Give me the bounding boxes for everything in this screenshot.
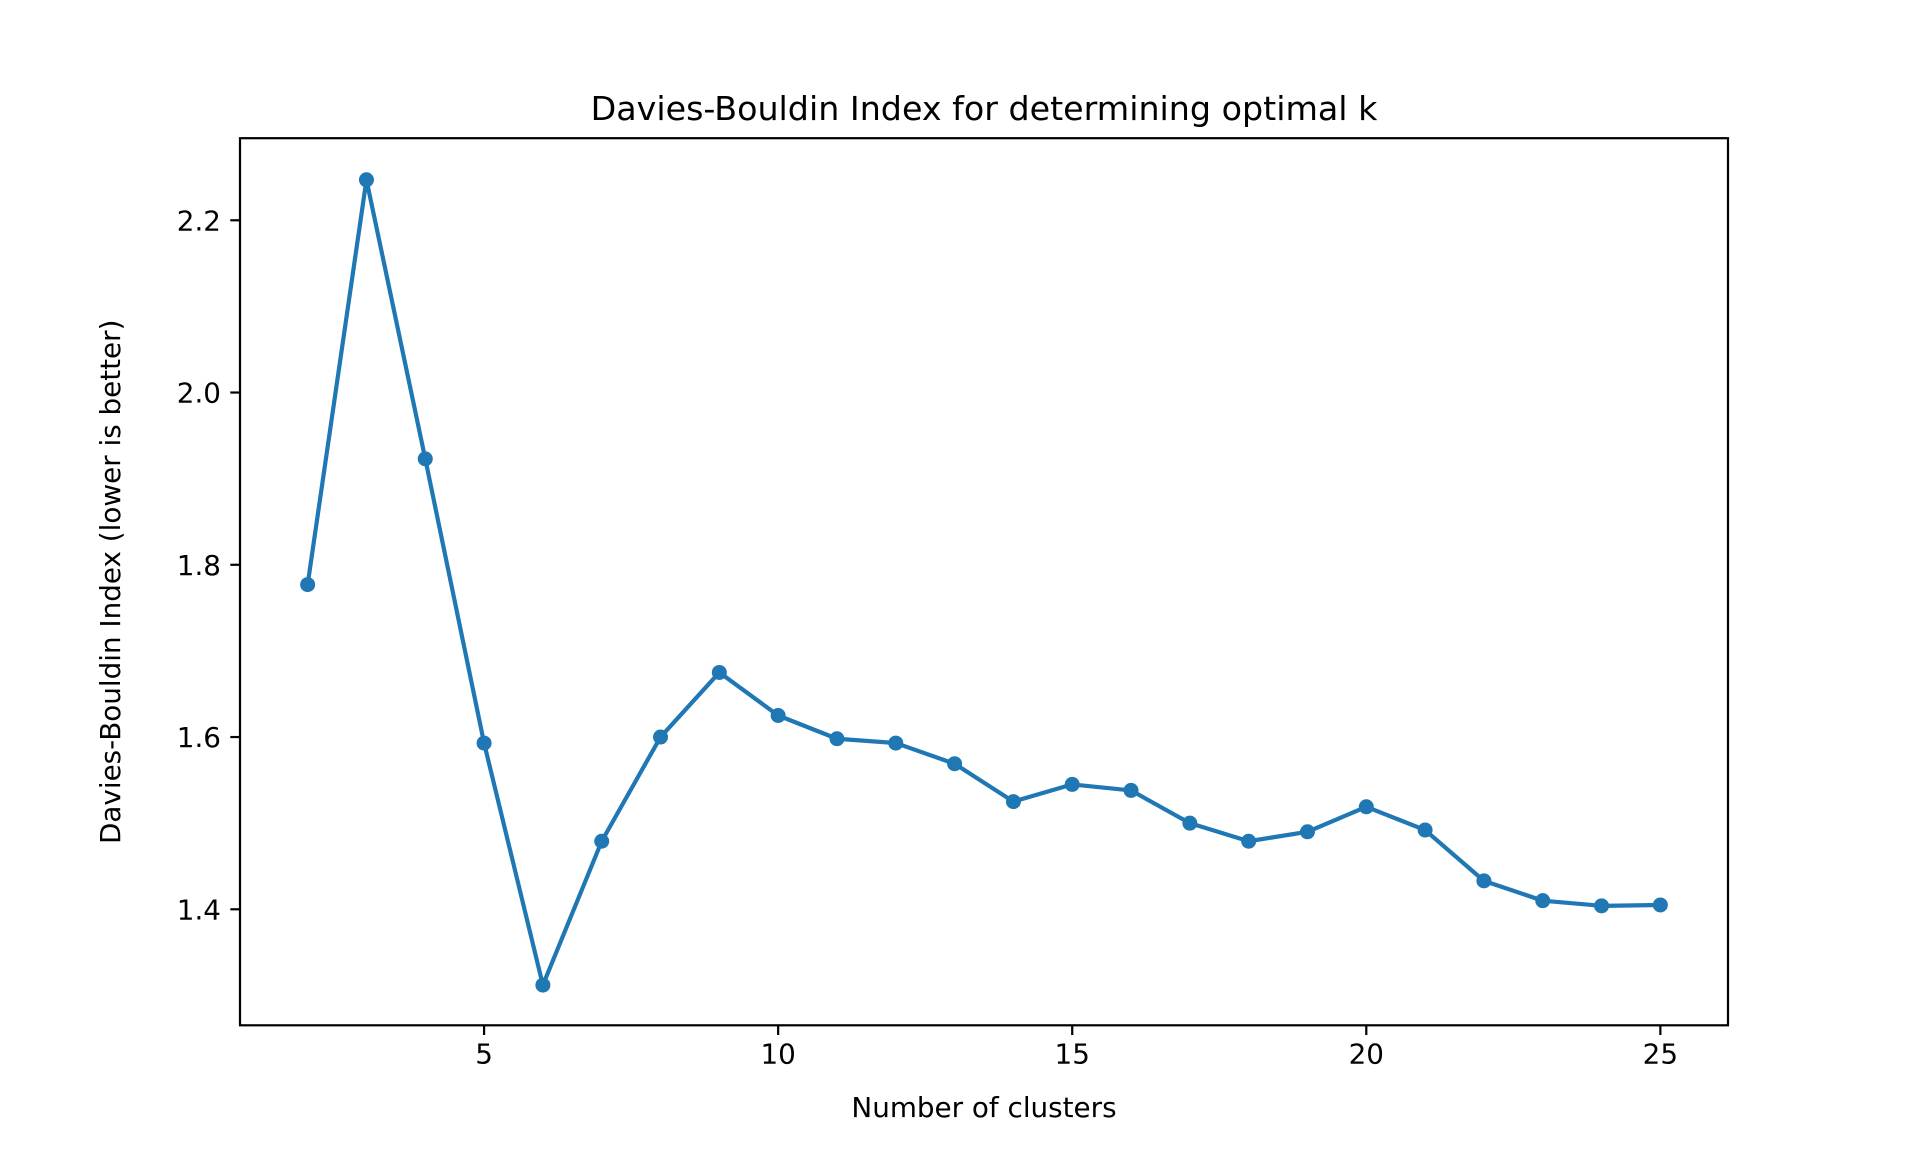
data-point bbox=[417, 451, 433, 467]
data-point bbox=[358, 172, 374, 188]
data-point bbox=[1299, 824, 1315, 840]
data-point bbox=[594, 833, 610, 849]
x-tick-label: 25 bbox=[1643, 1037, 1678, 1070]
data-point bbox=[1417, 822, 1433, 838]
data-point bbox=[947, 756, 963, 772]
y-tick-label: 2.2 bbox=[177, 204, 221, 237]
y-tick-label: 1.8 bbox=[177, 549, 221, 582]
data-point bbox=[1241, 833, 1257, 849]
data-point bbox=[1123, 782, 1139, 798]
data-point bbox=[535, 977, 551, 993]
data-point bbox=[770, 708, 786, 724]
data-point bbox=[653, 729, 669, 745]
data-point bbox=[1182, 815, 1198, 831]
data-point bbox=[1476, 873, 1492, 889]
data-point bbox=[1064, 776, 1080, 792]
y-tick-label: 1.6 bbox=[177, 721, 221, 754]
x-tick-label: 15 bbox=[1055, 1037, 1090, 1070]
data-point bbox=[476, 735, 492, 751]
data-point bbox=[888, 735, 904, 751]
axes-spines bbox=[238, 137, 1730, 1027]
data-line bbox=[305, 177, 1663, 988]
x-axis-label: Number of clusters bbox=[851, 1091, 1116, 1124]
data-point bbox=[1535, 893, 1551, 909]
data-point bbox=[1594, 898, 1610, 914]
data-point bbox=[1652, 897, 1668, 913]
x-tick-label: 20 bbox=[1349, 1037, 1384, 1070]
data-point bbox=[829, 731, 845, 747]
chart-title: Davies-Bouldin Index for determining opt… bbox=[591, 89, 1379, 128]
y-axis-label: Davies-Bouldin Index (lower is better) bbox=[94, 320, 127, 844]
data-point bbox=[300, 577, 316, 593]
y-tick-label: 1.4 bbox=[177, 893, 221, 926]
data-point bbox=[1005, 794, 1021, 810]
y-tick-label: 2.0 bbox=[177, 377, 221, 410]
x-tick-label: 10 bbox=[760, 1037, 795, 1070]
data-point bbox=[711, 664, 727, 680]
x-tick-label: 5 bbox=[475, 1037, 493, 1070]
data-point bbox=[1358, 799, 1374, 815]
